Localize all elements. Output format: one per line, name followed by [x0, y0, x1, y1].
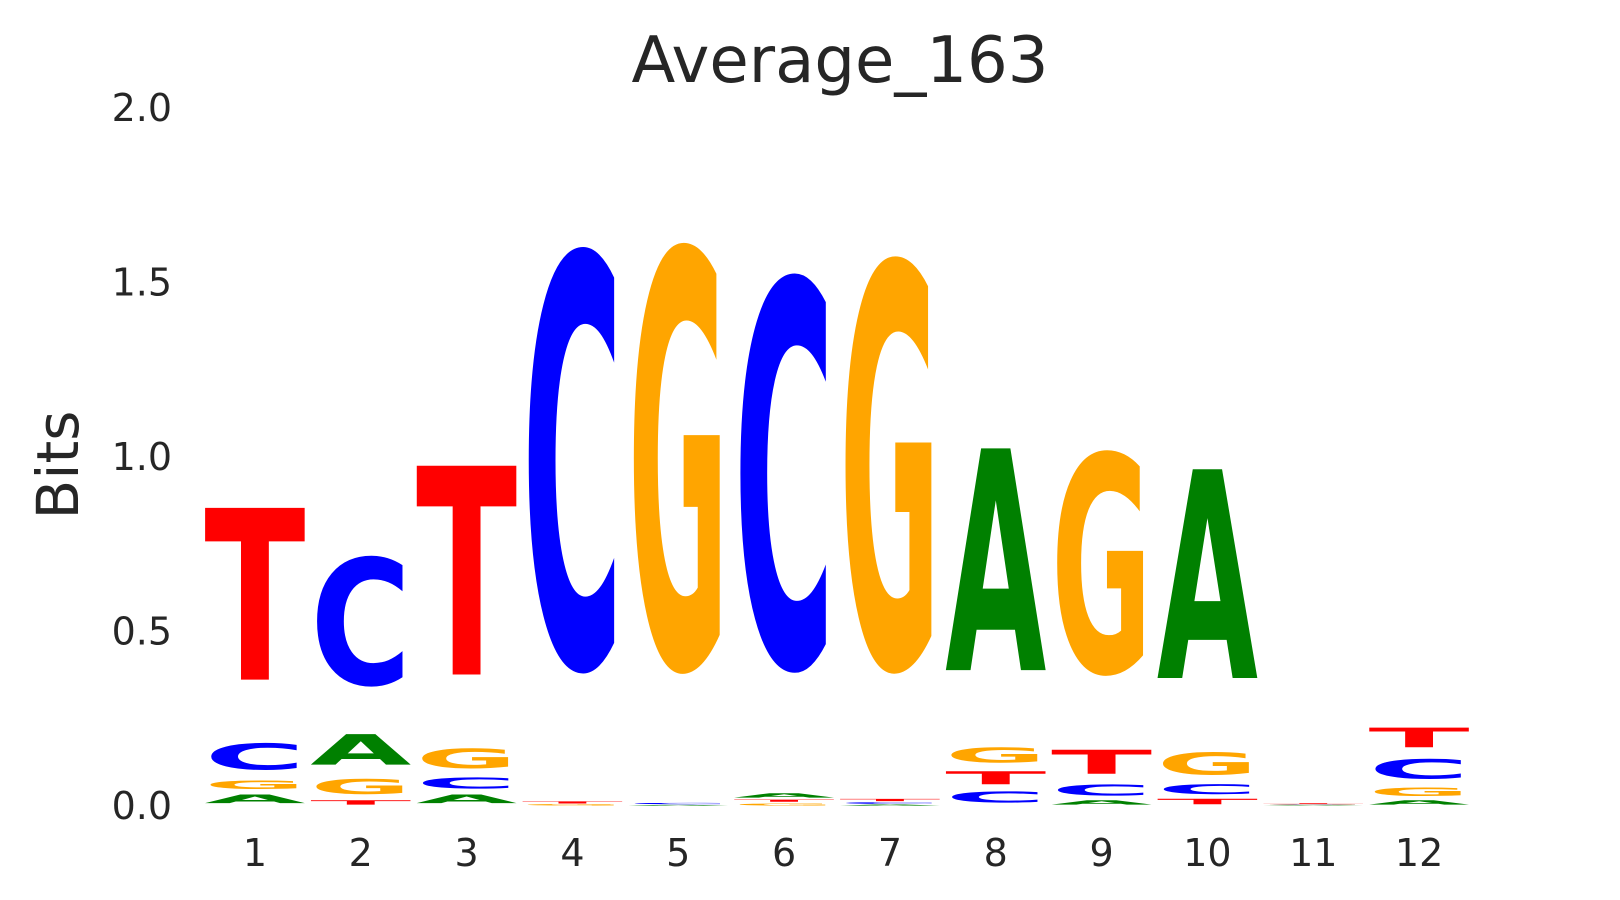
- y-tick-label: 1.5: [112, 261, 172, 305]
- logo-letter-A: A: [1051, 799, 1153, 806]
- logo-letter-G: G: [310, 775, 411, 799]
- logo-letter-C: C: [1157, 782, 1258, 798]
- logo-glyphs: AGCTTGACACGTGTCACGGTACACTGCTGAACTGTCGAAG…: [204, 138, 1470, 806]
- logo-letter-T: T: [839, 798, 940, 801]
- logo-letter-G: G: [628, 138, 729, 802]
- x-tick-label: 1: [243, 831, 267, 875]
- logo-letter-G: G: [1263, 805, 1364, 806]
- logo-letter-A: A: [310, 726, 411, 775]
- logo-letter-C: C: [1369, 754, 1470, 785]
- logo-letter-A: A: [839, 804, 940, 806]
- logo-letter-A: A: [1157, 413, 1258, 746]
- x-tick-label: 7: [878, 831, 902, 875]
- logo-letter-A: A: [945, 389, 1046, 742]
- logo-letter-G: G: [1157, 747, 1258, 782]
- logo-letter-C: C: [1051, 782, 1152, 799]
- logo-letter-G: G: [945, 743, 1046, 767]
- logo-letter-T: T: [522, 801, 623, 804]
- logo-letter-G: G: [734, 803, 835, 806]
- logo-letter-C: C: [416, 775, 517, 792]
- logo-letter-G: G: [416, 743, 517, 774]
- logo-letter-G: G: [1369, 785, 1470, 799]
- logo-letter-G: G: [1051, 394, 1152, 742]
- x-tick-label: 4: [560, 831, 584, 875]
- logo-letter-C: C: [734, 175, 835, 789]
- x-tick-label: 9: [1089, 831, 1113, 875]
- logo-letter-T: T: [1157, 797, 1258, 806]
- logo-letter-A: A: [204, 792, 305, 806]
- logo-letter-G: G: [839, 155, 940, 797]
- logo-letter-C: C: [1263, 804, 1364, 805]
- x-tick-label: 5: [666, 831, 690, 875]
- logo-letter-C: C: [310, 524, 411, 725]
- logo-letter-A: A: [1369, 799, 1471, 806]
- logo-letter-T: T: [310, 799, 411, 806]
- logo-letter-G: G: [522, 804, 623, 806]
- logo-letter-C: C: [522, 142, 623, 799]
- y-tick-label: 2.0: [112, 86, 172, 130]
- logo-letter-A: A: [628, 805, 729, 806]
- logo-letter-C: C: [945, 789, 1046, 806]
- y-tick-label: 0.0: [112, 784, 172, 828]
- chart-title: Average_163: [632, 24, 1049, 98]
- logo-letter-T: T: [204, 462, 305, 736]
- x-tick-label: 11: [1289, 831, 1337, 875]
- logo-letter-A: A: [734, 792, 836, 799]
- logo-letter-C: C: [204, 736, 305, 778]
- logo-letter-C: C: [628, 803, 729, 805]
- x-tick-label: 2: [349, 831, 373, 875]
- logo-letter-T: T: [1263, 803, 1364, 804]
- y-tick-label: 0.5: [112, 610, 172, 654]
- logo-letter-G: G: [204, 778, 305, 792]
- x-axis-ticks: 1 2 3 4 5 6 7 8 9 10 11 12: [243, 831, 1443, 875]
- logo-letter-A: A: [416, 792, 517, 806]
- x-tick-label: 3: [454, 831, 478, 875]
- y-axis-label: Bits: [24, 411, 92, 520]
- logo-letter-T: T: [1369, 722, 1471, 753]
- y-axis-ticks: 0.0 0.5 1.0 1.5 2.0: [112, 86, 172, 828]
- logo-letter-T: T: [945, 768, 1046, 789]
- logo-letter-T: T: [1051, 743, 1152, 781]
- x-tick-label: 10: [1183, 831, 1231, 875]
- x-tick-label: 12: [1395, 831, 1443, 875]
- logo-letter-T: T: [416, 408, 517, 742]
- logo-letter-A: A: [1263, 805, 1364, 806]
- logo-letter-T: T: [734, 799, 835, 802]
- logo-letter-C: C: [839, 802, 940, 804]
- y-tick-label: 1.0: [112, 435, 172, 479]
- x-tick-label: 6: [772, 831, 796, 875]
- x-tick-label: 8: [984, 831, 1008, 875]
